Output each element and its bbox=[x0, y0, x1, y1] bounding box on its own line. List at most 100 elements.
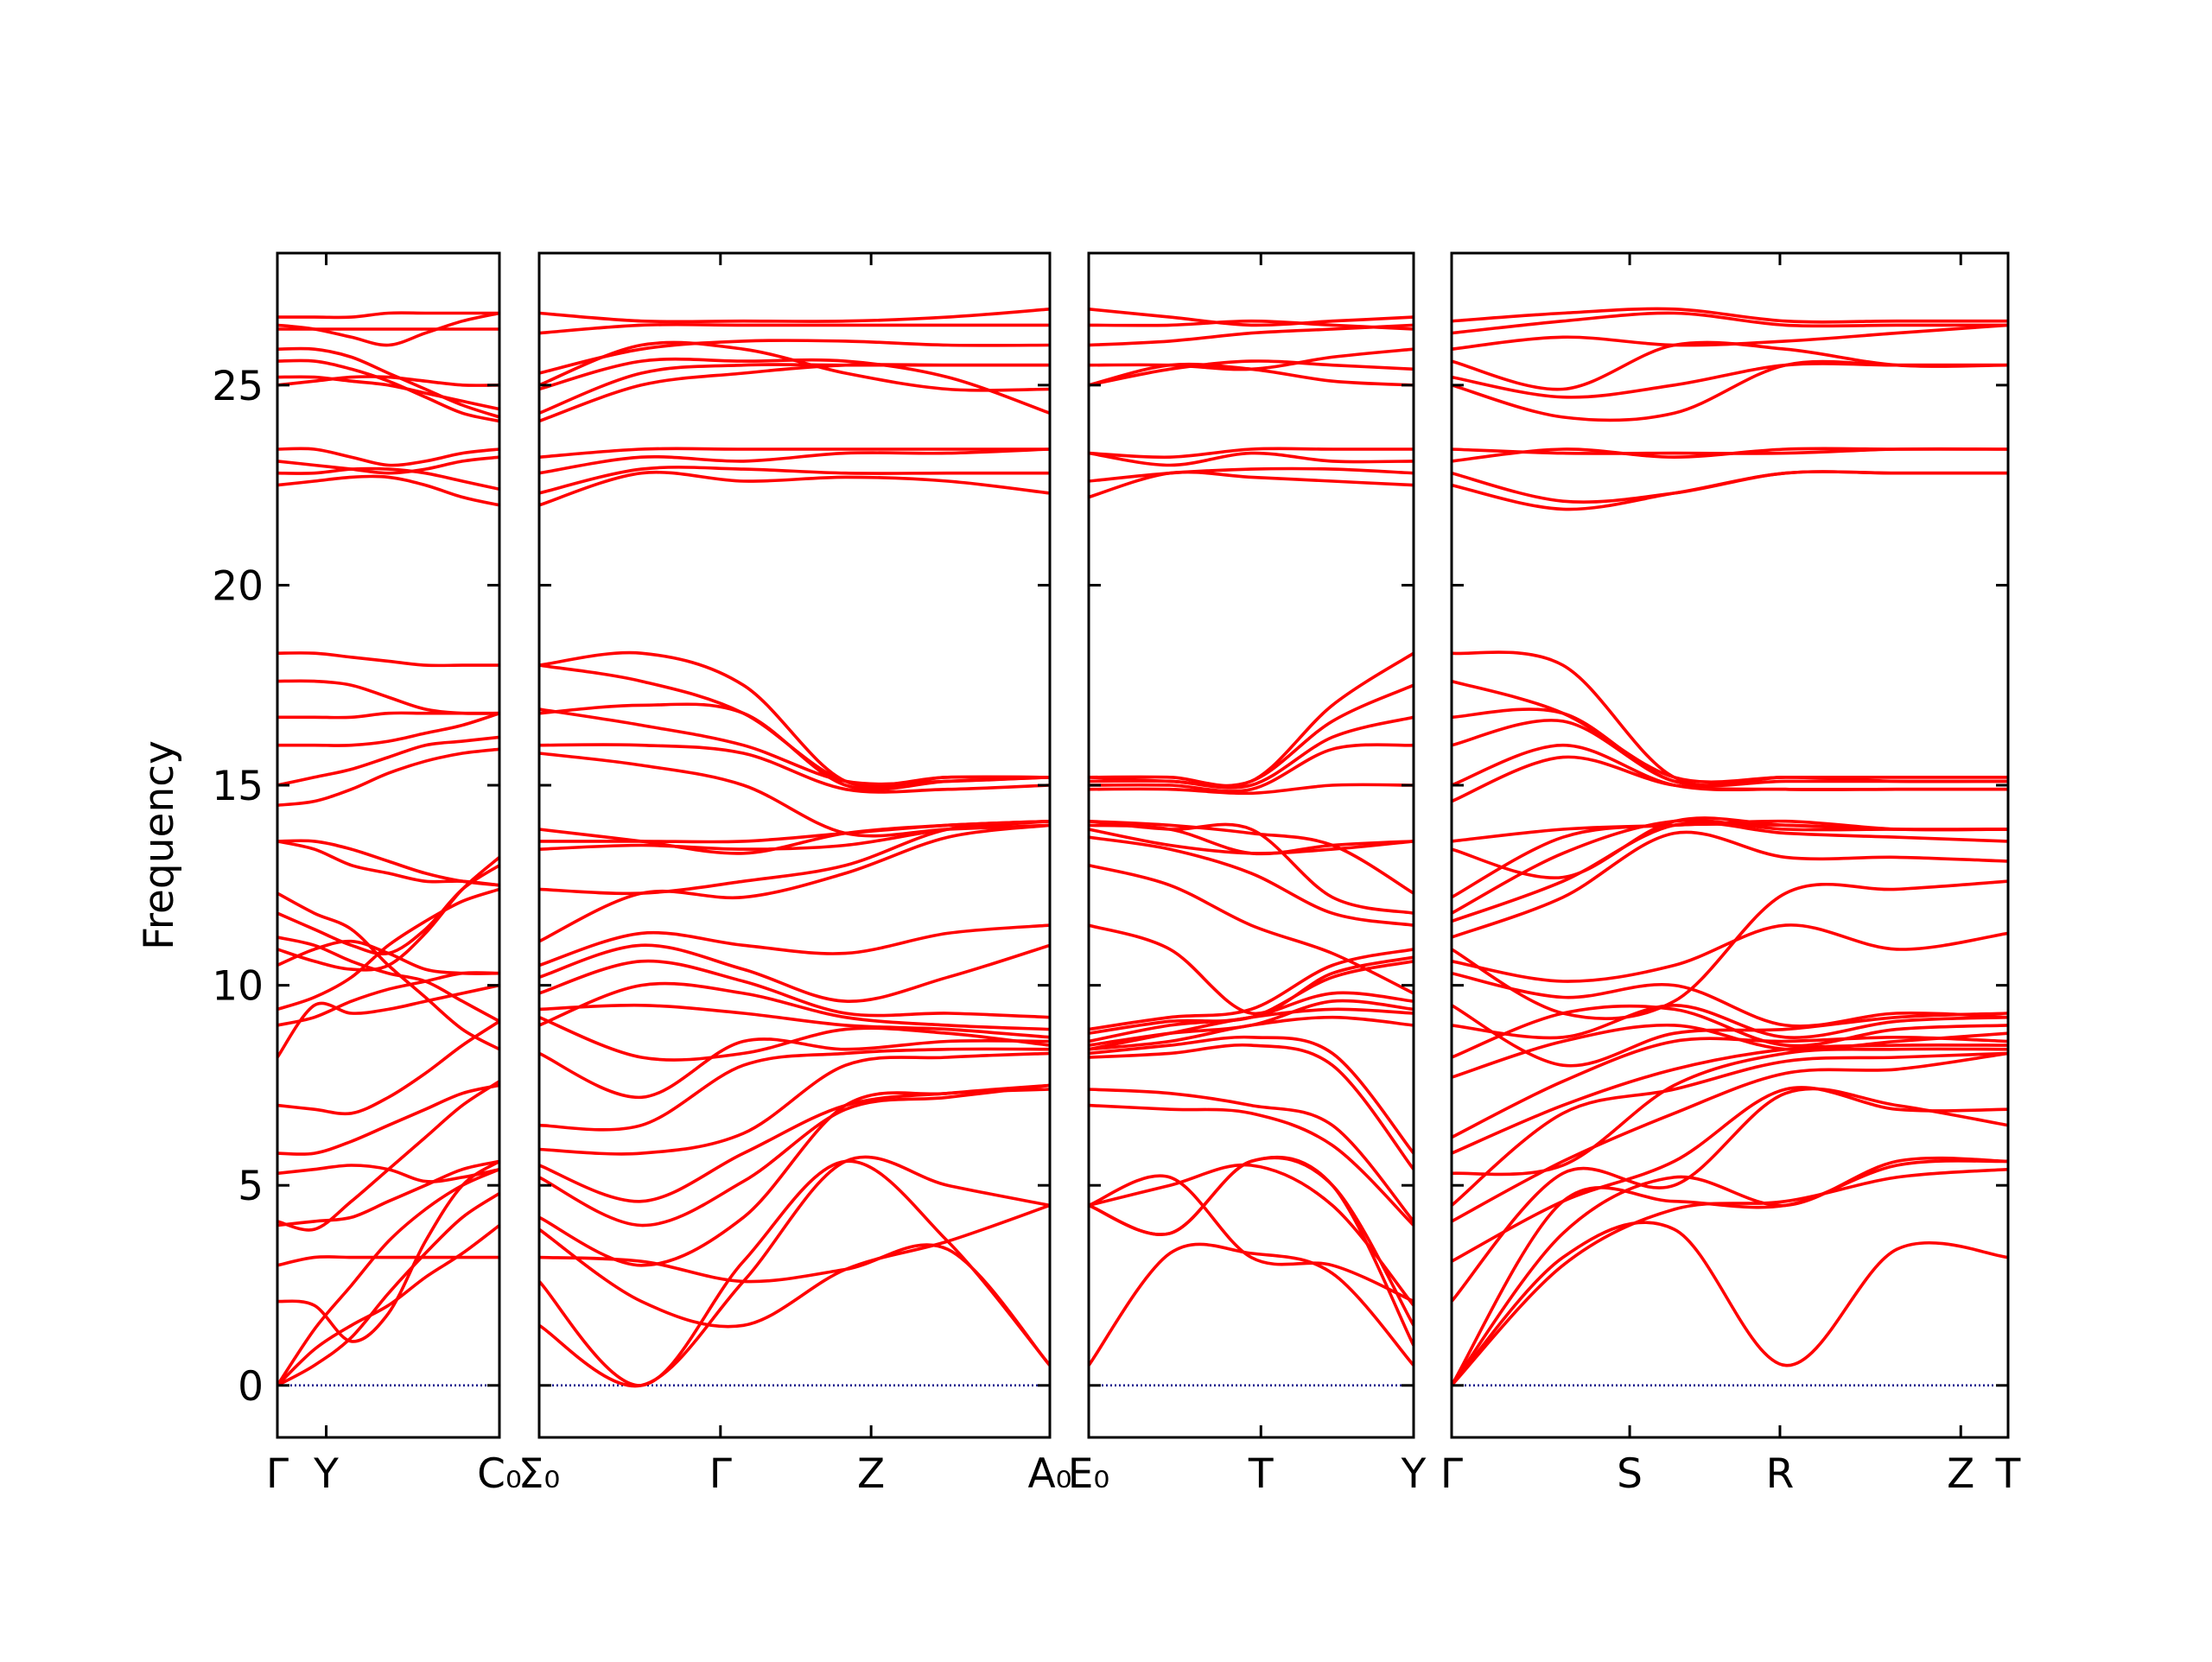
band-line bbox=[1089, 1043, 1414, 1170]
band-line bbox=[1452, 447, 2008, 455]
x-tick-label: Z bbox=[1947, 1450, 1974, 1498]
band-line bbox=[277, 679, 499, 715]
band-line bbox=[1452, 971, 2008, 1028]
band-line bbox=[277, 1255, 499, 1267]
bands bbox=[277, 311, 499, 1387]
band-line bbox=[277, 474, 499, 507]
panel-frame bbox=[537, 251, 1052, 1439]
band-line bbox=[539, 1016, 1050, 1062]
band-line bbox=[1452, 1159, 2008, 1386]
band-line bbox=[539, 752, 1050, 838]
x-tick-label: Y bbox=[1401, 1450, 1427, 1498]
x-tick-label: S bbox=[1617, 1450, 1643, 1498]
band-line bbox=[277, 735, 499, 787]
y-tick-label: 0 bbox=[238, 1363, 264, 1411]
band-line bbox=[277, 651, 499, 668]
x-tick-label: Γ bbox=[1440, 1450, 1463, 1498]
band-line bbox=[277, 864, 499, 956]
band-line bbox=[1452, 821, 2008, 923]
band-line bbox=[1089, 651, 1414, 788]
y-tick-label: 15 bbox=[212, 763, 264, 810]
band-line bbox=[539, 447, 1050, 459]
band-line bbox=[539, 1243, 1050, 1367]
band-line bbox=[277, 358, 499, 423]
band-line bbox=[539, 470, 1050, 507]
band-line bbox=[1089, 863, 1414, 995]
band-line bbox=[539, 447, 1050, 475]
band-line bbox=[539, 663, 1050, 787]
band-line bbox=[539, 340, 1050, 392]
band-line bbox=[277, 375, 499, 387]
band-line bbox=[1452, 1036, 2008, 1139]
band-line bbox=[277, 1080, 499, 1232]
x-tick-label: R bbox=[1766, 1450, 1795, 1498]
band-line bbox=[539, 707, 1050, 786]
band-line bbox=[1089, 1088, 1414, 1223]
band-line bbox=[1089, 819, 1414, 915]
band-line bbox=[277, 311, 499, 320]
x-tick-label: Σ₀ bbox=[518, 1450, 561, 1498]
band-line bbox=[539, 943, 1050, 1003]
band-line bbox=[1452, 307, 2008, 324]
band-line bbox=[1452, 819, 2008, 843]
band-line bbox=[539, 1159, 1050, 1387]
band-line bbox=[277, 1191, 499, 1387]
bands bbox=[1452, 307, 2008, 1387]
band-line bbox=[539, 819, 1050, 855]
band-line bbox=[1089, 960, 1414, 1035]
y-axis-label: Frequency bbox=[136, 740, 183, 950]
band-line bbox=[277, 1224, 499, 1387]
band-line bbox=[539, 363, 1050, 415]
band-line bbox=[1452, 1043, 2008, 1155]
band-line bbox=[539, 322, 1050, 335]
band-line bbox=[1452, 323, 2008, 351]
bands bbox=[1089, 308, 1414, 1367]
panel-1: Γ Y C₀ bbox=[266, 251, 522, 1498]
y-tick-label: 25 bbox=[212, 363, 264, 410]
band-line bbox=[1089, 1007, 1414, 1051]
band-line bbox=[1452, 755, 2008, 803]
band-line bbox=[1089, 359, 1414, 387]
bands bbox=[539, 308, 1050, 1388]
band-line bbox=[1452, 1156, 2008, 1386]
band-line bbox=[1089, 743, 1414, 793]
band-line bbox=[1089, 819, 1414, 895]
band-line bbox=[1452, 743, 2008, 792]
band-line bbox=[539, 339, 1050, 375]
band-line bbox=[1452, 1004, 2008, 1059]
band-line bbox=[1452, 340, 2008, 391]
band-line bbox=[539, 981, 1050, 1031]
band-line bbox=[277, 455, 499, 475]
band-line bbox=[1452, 359, 2008, 422]
x-tick-label: T bbox=[1248, 1450, 1274, 1498]
band-line bbox=[1089, 319, 1414, 331]
band-line bbox=[1089, 683, 1414, 788]
band-line bbox=[1089, 1035, 1414, 1155]
x-tick-label: Y bbox=[313, 1450, 339, 1498]
band-line bbox=[277, 1159, 499, 1227]
band-line bbox=[277, 1083, 499, 1156]
band-line bbox=[277, 711, 499, 747]
band-line bbox=[1089, 451, 1414, 467]
band-line bbox=[1089, 783, 1414, 796]
band-line bbox=[1452, 818, 2008, 915]
panel-frame bbox=[276, 251, 501, 1439]
x-tick-label: Γ bbox=[709, 1450, 732, 1498]
band-line bbox=[539, 1051, 1050, 1156]
panel-3: E₀ T Y bbox=[1068, 251, 1427, 1498]
band-line bbox=[539, 1088, 1050, 1203]
band-line bbox=[1089, 1163, 1414, 1307]
band-line bbox=[277, 936, 499, 1023]
y-tick-label: 20 bbox=[212, 562, 264, 610]
band-line bbox=[1452, 879, 2008, 1020]
band-line bbox=[1089, 1155, 1414, 1347]
panel-frame bbox=[1087, 251, 1415, 1439]
band-line bbox=[1452, 1086, 2008, 1263]
band-line bbox=[1452, 1087, 2008, 1303]
band-line bbox=[539, 823, 1050, 943]
band-line bbox=[539, 743, 1050, 794]
band-line bbox=[1452, 470, 2008, 504]
band-line bbox=[1089, 447, 1414, 460]
